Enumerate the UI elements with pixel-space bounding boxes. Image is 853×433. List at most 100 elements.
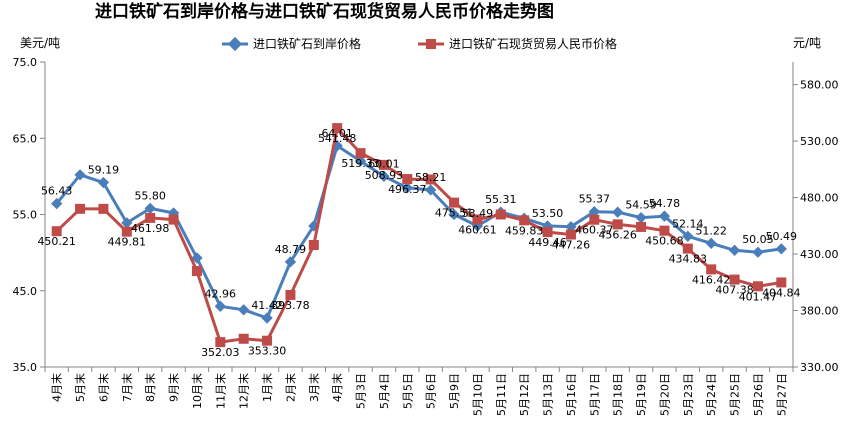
data-label: 519.33 [341,157,380,170]
data-label: 353.30 [248,345,287,358]
x-axis-ticks: 4月末 5月末 6月末 7月末 8月末 9月末 10月末 11月末 12月末 1月末 2月末 3月末 4… [44,367,794,416]
series-2-point [565,229,576,240]
x-tick-label: 10月末 [190,373,204,409]
series-2-point [121,226,132,237]
legend-label-rmb: 进口铁矿石现货贸易人民币价格 [449,36,617,51]
series-2-point [776,277,787,288]
series-1-point [238,304,250,316]
x-tick-label: 9月末 [167,373,181,402]
x-tick-label: 5月18日 [612,373,625,416]
data-label: 393.78 [271,299,310,312]
series-2-point [262,335,273,346]
series-1-point [425,184,437,196]
series-2-point [589,214,600,225]
right-tick-label: 480.00 [800,192,839,205]
series-1-point [214,300,226,312]
data-label: 404.84 [762,286,801,299]
x-tick-label: 11月末 [213,373,227,409]
data-label: 450.21 [37,235,76,248]
chart-title: 进口铁矿石到岸价格与进口铁矿石现货贸易人民币价格走势图 [95,1,554,22]
right-tick-label: 380.00 [800,305,839,318]
data-label: 496.37 [388,183,427,196]
data-label: 449.81 [108,236,147,249]
data-label: 53.49 [462,207,494,220]
x-tick-label: 5月16日 [565,373,578,416]
data-label: 352.03 [201,346,240,359]
x-tick-label: 5月17日 [588,373,601,416]
data-label: 41.42 [251,299,283,312]
data-label: 449.46 [528,236,567,249]
series-2-point [752,281,763,292]
series-2-point [285,289,296,300]
data-label: 456.26 [598,228,637,241]
series-2-point [542,227,553,238]
x-tick-label: 5月19日 [635,373,648,416]
x-tick-label: 6月末 [96,373,110,402]
data-label: 52.14 [672,217,704,230]
data-label: 54.59 [625,199,657,212]
series-2-point [495,209,506,220]
data-label: 450.68 [645,235,684,248]
series-1-point [635,211,647,224]
series-2-point [612,219,623,230]
data-label: 42.96 [205,287,237,300]
data-label: 55.80 [134,189,166,202]
data-label: 541.48 [318,132,357,145]
series-2-point [308,240,319,250]
x-tick-label: 5月末 [73,373,87,402]
x-tick-label: 5月10日 [471,373,484,416]
data-label: 55.37 [579,193,611,206]
left-tick-label: 65.0 [13,132,38,145]
legend-item-rmb: 进口铁矿石现货贸易人民币价格 [418,36,617,51]
series-1-point [378,170,390,182]
series-2-point [75,203,86,214]
series-1-point [261,312,273,324]
data-label: 60.01 [368,157,400,170]
x-tick-label: 5月4日 [378,373,391,409]
data-label: 56.43 [41,185,73,198]
series-1-point [354,155,367,167]
data-label: 59.19 [88,164,120,177]
series-2-point [659,225,670,236]
data-label: 58.21 [415,171,447,184]
series-1-point [588,206,600,218]
series-2-point [145,212,156,223]
series-1-point [144,202,156,215]
right-tick-label: 430.00 [800,248,839,261]
series-1-point [284,256,297,268]
data-label: 461.98 [131,222,170,235]
series-2-point [519,215,530,226]
series-1-point [705,237,717,249]
data-label: 48.79 [275,243,307,256]
data-label: 459.83 [505,224,544,237]
right-axis-unit: 元/吨 [793,36,821,50]
data-label: 434.83 [669,253,708,266]
series-2-point [472,214,483,225]
data-label: 50.49 [766,230,798,243]
series-2-point [636,221,647,232]
series-2-point [191,265,202,276]
right-tick-label: 580.00 [800,79,839,92]
x-tick-label: 5月24日 [705,373,718,416]
series-2-point [332,123,343,134]
left-tick-label: 35.0 [13,361,38,374]
data-label: 51.22 [695,224,727,237]
legend-item-cif: 进口铁矿石到岸价格 [222,36,361,52]
x-tick-label: 8月末 [143,373,157,402]
x-tick-label: 5月26日 [752,373,765,416]
x-tick-label: 2月末 [283,373,297,402]
data-label: 401.47 [739,290,778,303]
data-label: 64.01 [321,127,353,140]
x-tick-label: 3月末 [307,373,321,402]
left-tick-label: 55.0 [13,209,38,222]
series-2-point [215,337,226,348]
series-2-point [378,159,389,170]
x-tick-label: 5月12日 [518,373,531,416]
series-2-point [729,274,740,285]
x-tick-label: 5月3日 [355,373,368,409]
series-1-point [448,208,460,221]
x-tick-label: 5月25日 [729,373,742,416]
series [51,123,787,348]
axes: 35.0 45.0 55.0 65.0 75.0 330.00 380.00 430.00 48… [13,56,839,374]
